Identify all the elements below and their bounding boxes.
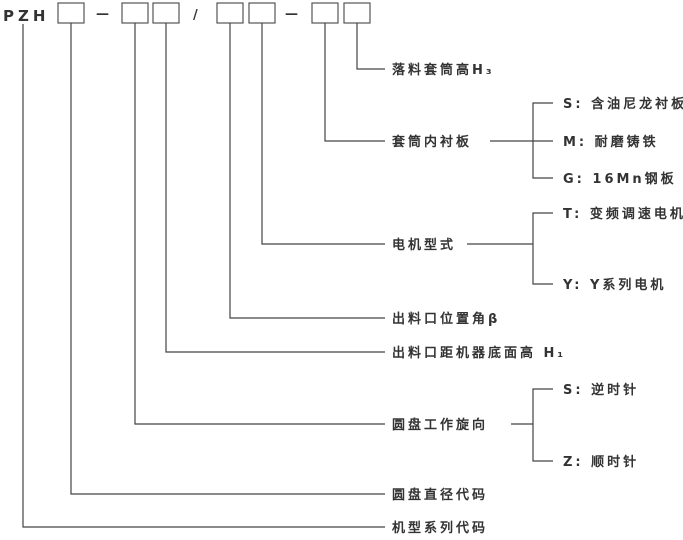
model-prefix: PZH <box>3 7 49 25</box>
code-box-2 <box>121 2 149 24</box>
label-outlet-angle: 出料口位置角β <box>392 311 500 327</box>
leader-line <box>324 23 385 142</box>
option-liner-m: M: 耐磨铸铁 <box>563 134 659 150</box>
label-sleeve-liner: 套筒内衬板 <box>391 134 472 150</box>
options-bracket <box>532 212 553 285</box>
leader-line <box>356 23 385 70</box>
label-outlet-height: 出料口距机器底面高 H₁ <box>392 345 566 361</box>
option-motor-y: Y: Y系列电机 <box>562 277 666 293</box>
code-box-6 <box>311 2 339 24</box>
label-discharge-sleeve-height: 落料套筒高H₃ <box>392 62 495 78</box>
options-bracket <box>532 388 553 462</box>
leader-line <box>70 23 385 495</box>
code-box-3 <box>152 2 180 24</box>
option-rotation-s: S: 逆时针 <box>563 382 639 398</box>
leader-line <box>22 24 385 528</box>
option-rotation-z: Z: 顺时针 <box>563 454 639 470</box>
separator-slash: / <box>193 8 201 23</box>
separator-dash-2: — <box>285 7 301 22</box>
option-motor-t: T: 变频调速电机 <box>563 206 683 222</box>
leader-line <box>261 23 385 245</box>
label-series-code: 机型系列代码 <box>392 520 488 536</box>
label-rotation-direction: 圆盘工作旋向 <box>392 417 488 433</box>
label-motor-type: 电机型式 <box>392 237 456 253</box>
code-box-7 <box>343 2 371 24</box>
option-liner-s: S: 含油尼龙衬板 <box>563 96 683 112</box>
code-box-4 <box>216 2 244 24</box>
leader-line <box>134 23 385 425</box>
leader-line <box>165 23 385 353</box>
code-box-5 <box>248 2 276 24</box>
leader-line <box>229 23 385 319</box>
option-liner-g: G: 16Mn钢板 <box>563 171 677 187</box>
code-box-1 <box>57 2 85 24</box>
separator-dash-1: — <box>96 7 112 22</box>
label-disc-diameter-code: 圆盘直径代码 <box>392 487 488 503</box>
